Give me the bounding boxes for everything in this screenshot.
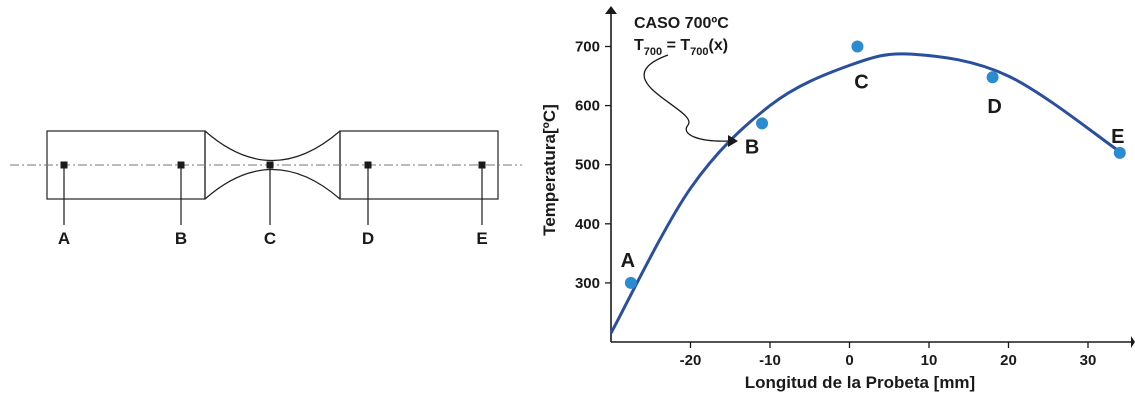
data-label-e: E <box>1111 126 1124 148</box>
y-tick-label: 500 <box>575 157 600 174</box>
specimen-marker-d <box>364 161 372 169</box>
x-tick-label: 0 <box>845 352 853 369</box>
data-point-b <box>756 117 769 130</box>
y-tick-label: 600 <box>575 98 600 115</box>
y-tick-label: 400 <box>575 216 600 233</box>
x-axis-label: Longitud de la Probeta [mm] <box>745 373 975 392</box>
annotation-title: CASO 700ºC <box>634 15 729 32</box>
x-tick-label: 10 <box>921 352 938 369</box>
data-point-a <box>624 276 637 289</box>
specimen-label-a: A <box>58 229 70 248</box>
fit-curve <box>609 52 1121 334</box>
data-label-b: B <box>745 136 759 158</box>
x-tick-label: 30 <box>1080 352 1097 369</box>
specimen-marker-e <box>478 161 486 169</box>
specimen-label-b: B <box>175 229 187 248</box>
data-point-d <box>986 71 999 84</box>
annotation-arrowhead <box>728 135 738 147</box>
data-point-e <box>1113 146 1126 159</box>
specimen-neck-top <box>204 130 341 161</box>
y-axis-label: Temperatura[ºC] <box>540 104 559 236</box>
x-tick-label: 20 <box>1000 352 1017 369</box>
x-tick-label: -10 <box>759 352 781 369</box>
specimen-marker-b <box>177 161 185 169</box>
y-tick-label: 300 <box>575 275 600 292</box>
specimen-label-c: C <box>264 229 276 248</box>
specimen-drawing: A B C D E <box>10 130 522 248</box>
specimen-label-e: E <box>476 229 487 248</box>
specimen-marker-a <box>60 161 68 169</box>
specimen-marker-c <box>266 161 274 169</box>
y-tick-label: 700 <box>575 39 600 56</box>
x-axis-arrow <box>1131 336 1135 348</box>
data-label-a: A <box>621 250 635 272</box>
chart: -20 -10 0 10 20 30 300 400 500 600 700 A B C D E Longi… <box>540 6 1135 392</box>
x-tick-label: -20 <box>680 352 702 369</box>
annotation-arrow <box>643 54 729 142</box>
data-label-d: D <box>987 96 1001 118</box>
specimen-neck-bottom <box>204 169 341 200</box>
data-label-c: C <box>854 72 868 94</box>
specimen-label-d: D <box>362 229 374 248</box>
data-point-c <box>851 40 864 53</box>
y-axis-arrow <box>605 6 617 14</box>
annotation-equation: T700 = T700(x) <box>634 37 728 58</box>
